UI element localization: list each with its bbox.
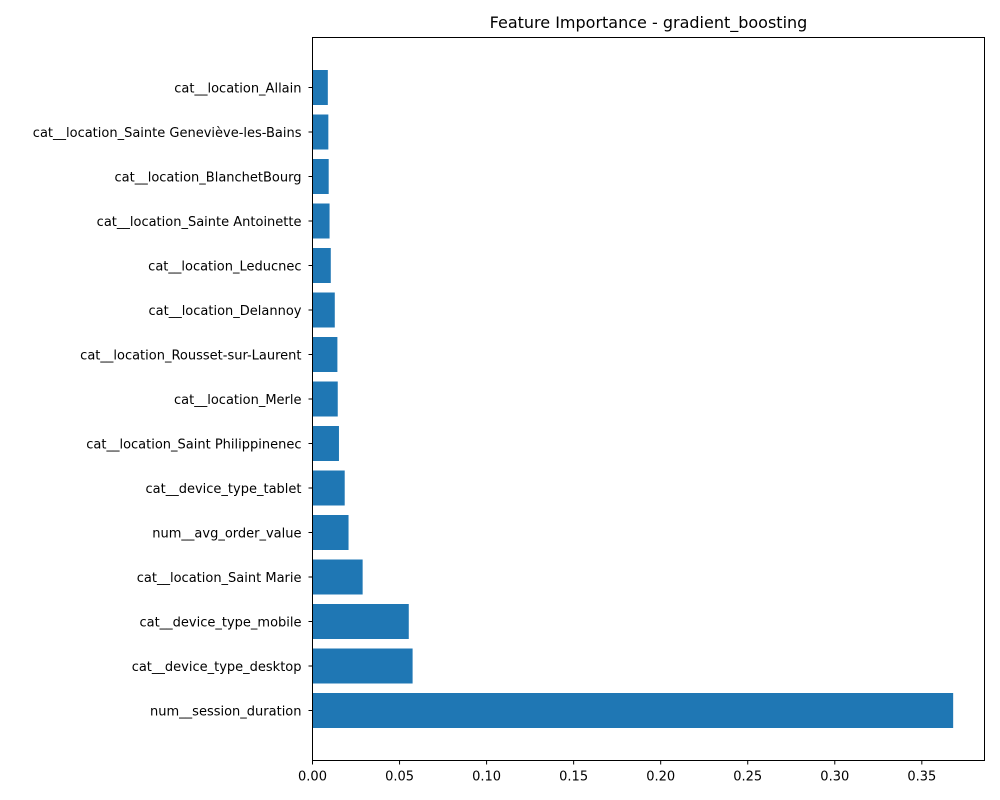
x-tick-label: 0.30 (820, 770, 849, 785)
x-tick-label: 0.25 (733, 770, 762, 785)
y-tick-label: cat__location_Allain (174, 82, 301, 97)
x-axis: 0.00 0.05 0.10 0.15 0.20 0.25 0.30 0.35 (298, 760, 936, 785)
bar-3 (312, 559, 363, 595)
bar-11 (312, 203, 330, 239)
bar-5 (312, 470, 345, 506)
y-tick-label: cat__location_Merle (174, 393, 301, 408)
bar-10 (312, 248, 331, 283)
axes-frame (312, 37, 985, 761)
y-tick-label: cat__location_BlanchetBourg (115, 171, 302, 186)
y-tick-label: num__avg_order_value (152, 527, 301, 542)
bar-6 (312, 426, 339, 461)
chart-title: Feature Importance - gradient_boosting (490, 13, 808, 33)
x-tick-label: 0.05 (385, 770, 414, 785)
bar-4 (312, 515, 349, 550)
bars-layer (312, 70, 954, 728)
y-tick-labels: num__session_duration cat__device_type_de… (33, 82, 313, 720)
y-tick-label: cat__device_type_desktop (132, 660, 302, 675)
y-tick-label: num__session_duration (150, 705, 301, 720)
x-tick-label: 0.20 (646, 770, 675, 785)
y-tick-label: cat__location_Rousset-sur-Laurent (80, 349, 301, 364)
bar-7 (312, 381, 338, 417)
bar-13 (312, 114, 329, 150)
y-tick-label: cat__location_Sainte Geneviève-les-Bains (33, 126, 302, 141)
bar-1 (312, 648, 413, 684)
bar-8 (312, 337, 338, 372)
x-tick-label: 0.15 (559, 770, 588, 785)
y-tick-label: cat__device_type_mobile (139, 616, 301, 631)
bar-12 (312, 159, 329, 194)
y-tick-label: cat__location_Delannoy (148, 304, 301, 319)
bar-9 (312, 292, 335, 328)
bar-0 (312, 693, 954, 728)
y-tick-label: cat__location_Sainte Antoinette (97, 215, 302, 230)
y-tick-label: cat__device_type_tablet (146, 482, 302, 497)
bar-2 (312, 604, 409, 639)
y-tick-label: cat__location_Leducnec (148, 260, 301, 275)
y-tick-label: cat__location_Saint Marie (137, 571, 302, 586)
bar-14 (312, 70, 328, 105)
x-tick-label: 0.35 (907, 770, 936, 785)
x-tick-label: 0.10 (472, 770, 501, 785)
x-tick-label: 0.00 (298, 770, 327, 785)
y-tick-label: cat__location_Saint Philippinenec (86, 438, 301, 453)
